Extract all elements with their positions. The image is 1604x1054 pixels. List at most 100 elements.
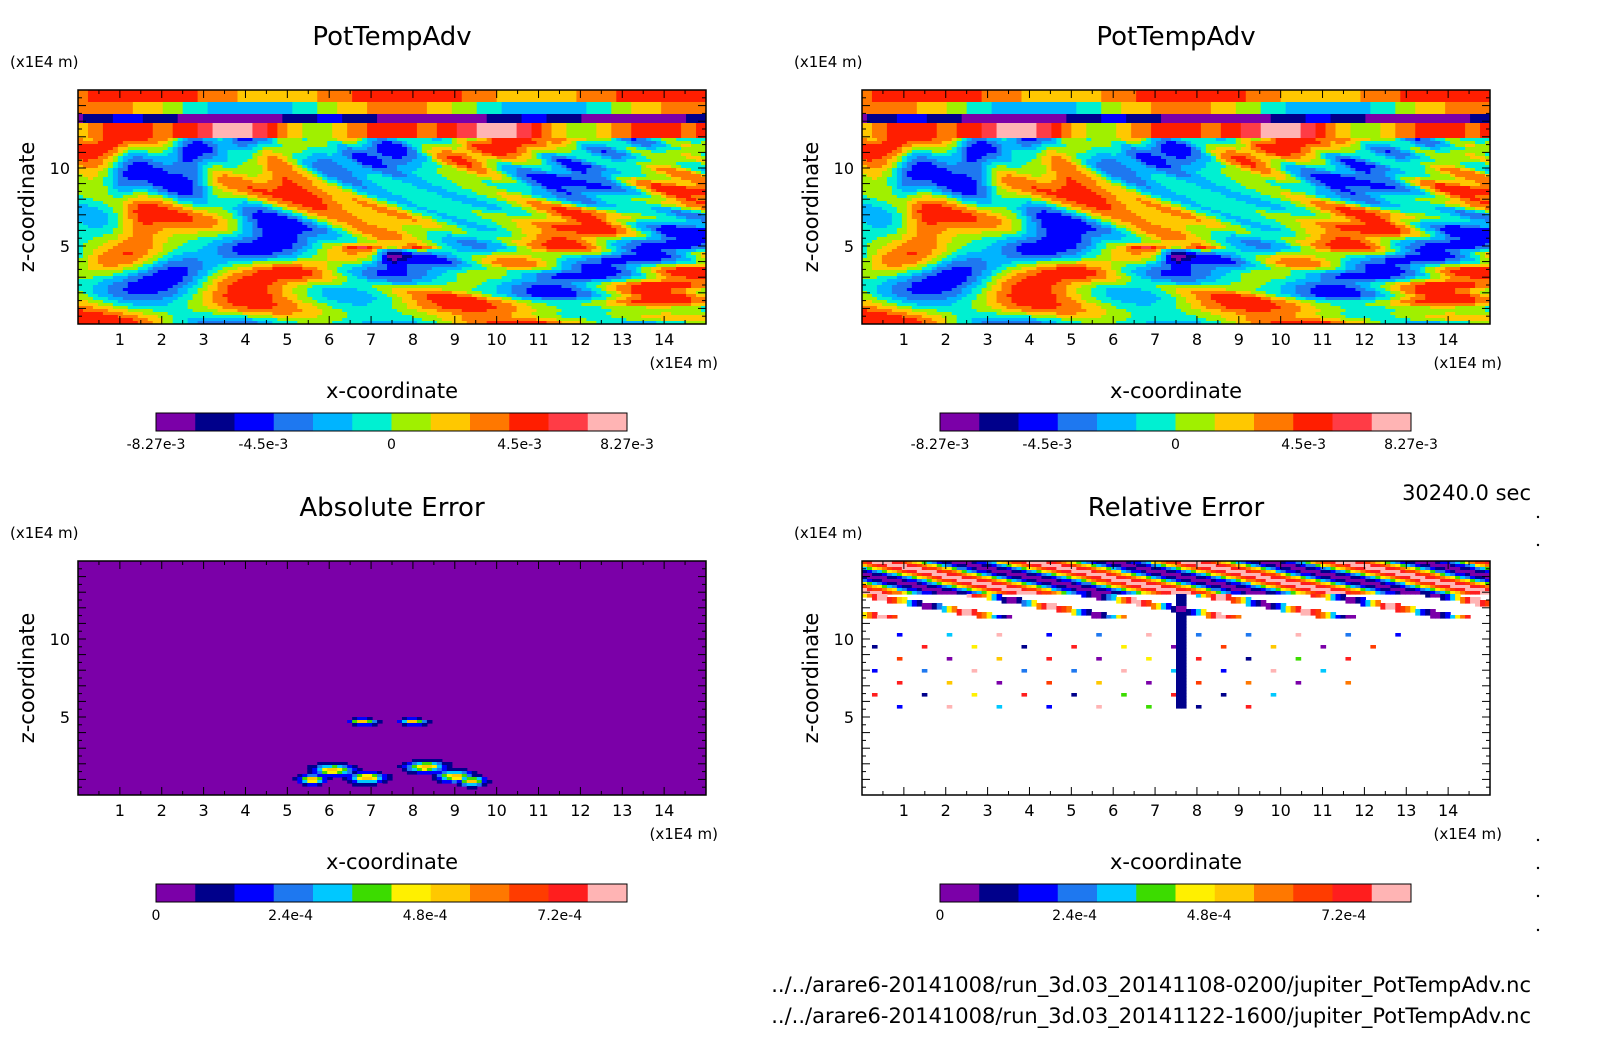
x-tick-label: 12 bbox=[570, 330, 590, 349]
x-tick-label: 5 bbox=[1066, 801, 1076, 820]
colorbar-swatch bbox=[1018, 413, 1059, 431]
colorbar-swatch bbox=[1214, 413, 1255, 431]
colorbar-label: 4.8e-4 bbox=[1187, 908, 1232, 924]
colorbar-label: 0 bbox=[387, 437, 396, 453]
y-axis-label: z-coordinate bbox=[799, 142, 823, 273]
colorbar-label: 0 bbox=[1171, 437, 1180, 453]
x-tick-label: 1 bbox=[115, 801, 125, 820]
colorbar-swatch bbox=[430, 413, 471, 431]
contour-field bbox=[78, 90, 706, 324]
plot-area bbox=[78, 90, 706, 324]
chart-title: PotTempAdv bbox=[1096, 22, 1255, 52]
x-tick-label: 8 bbox=[408, 801, 418, 820]
colorbar-swatch bbox=[391, 413, 432, 431]
x-tick-label: 12 bbox=[1354, 801, 1374, 820]
x-tick-label: 13 bbox=[1396, 330, 1416, 349]
y-tick-label: 10 bbox=[50, 159, 70, 178]
colorbar-swatch bbox=[352, 884, 392, 902]
colorbar-swatch bbox=[1371, 413, 1412, 431]
y-tick-label: 5 bbox=[60, 237, 70, 256]
x-tick-label: 14 bbox=[654, 801, 674, 820]
colorbar-label: -8.27e-3 bbox=[911, 437, 970, 453]
y-unit-label: (x1E4 m) bbox=[794, 524, 863, 542]
x-tick-label: 12 bbox=[1354, 330, 1374, 349]
colorbar-swatch bbox=[195, 884, 235, 902]
colorbar-swatch bbox=[1293, 884, 1333, 902]
colorbar-label: -4.5e-3 bbox=[1022, 437, 1072, 453]
colorbar-swatch bbox=[1097, 413, 1137, 431]
colorbar-swatch bbox=[509, 413, 549, 431]
y-axis-label: z-coordinate bbox=[15, 613, 39, 744]
y-unit-label: (x1E4 m) bbox=[10, 53, 79, 71]
colorbar-label: -8.27e-3 bbox=[127, 437, 186, 453]
x-tick-label: 10 bbox=[486, 801, 506, 820]
x-tick-label: 3 bbox=[983, 801, 993, 820]
axis-ticks bbox=[78, 561, 706, 795]
y-tick-label: 5 bbox=[844, 237, 854, 256]
colorbar-swatch bbox=[1214, 884, 1255, 902]
x-tick-label: 11 bbox=[528, 330, 548, 349]
colorbar-label: 8.27e-3 bbox=[600, 437, 654, 453]
x-tick-label: 6 bbox=[324, 801, 334, 820]
x-tick-label: 2 bbox=[941, 801, 951, 820]
x-tick-label: 4 bbox=[240, 801, 250, 820]
x-tick-label: 12 bbox=[570, 801, 590, 820]
x-axis-label: x-coordinate bbox=[1110, 379, 1242, 403]
plot-area bbox=[862, 90, 1490, 324]
x-tick-label: 10 bbox=[1270, 330, 1290, 349]
colorbar-swatch bbox=[1136, 884, 1176, 902]
x-tick-label: 3 bbox=[983, 330, 993, 349]
x-unit-label: (x1E4 m) bbox=[649, 825, 718, 843]
colorbar-label: 2.4e-4 bbox=[1052, 908, 1097, 924]
colorbar: 0 2.4e-4 4.8e-4 7.2e-4 bbox=[936, 883, 1412, 924]
y-axis-label: z-coordinate bbox=[15, 142, 39, 273]
x-tick-label: 5 bbox=[282, 801, 292, 820]
colorbar-swatch bbox=[509, 884, 549, 902]
colorbar: -8.27e-3 -4.5e-3 0 4.5e-3 8.27e-3 bbox=[127, 412, 654, 453]
x-unit-label: (x1E4 m) bbox=[1433, 354, 1502, 372]
x-tick-label: 4 bbox=[1024, 801, 1034, 820]
y-tick-label: 10 bbox=[834, 159, 854, 178]
x-tick-label: 10 bbox=[486, 330, 506, 349]
x-tick-label: 8 bbox=[408, 330, 418, 349]
x-tick-label: 4 bbox=[1024, 330, 1034, 349]
x-tick-label: 1 bbox=[115, 330, 125, 349]
x-tick-label: 10 bbox=[1270, 801, 1290, 820]
colorbar-swatch bbox=[313, 413, 353, 431]
colorbar-swatch bbox=[1332, 884, 1373, 902]
y-tick-label: 10 bbox=[50, 630, 70, 649]
plot-area bbox=[78, 561, 706, 795]
colorbar-swatch bbox=[1254, 884, 1294, 902]
colorbar-swatch bbox=[940, 413, 980, 431]
x-tick-label: 2 bbox=[157, 330, 167, 349]
x-tick-label: 13 bbox=[612, 801, 632, 820]
file-path-1: ../../arare6-20141008/run_3d.03_20141108… bbox=[771, 973, 1531, 998]
colorbar: -8.27e-3 -4.5e-3 0 4.5e-3 8.27e-3 bbox=[911, 412, 1438, 453]
stray-dots bbox=[1536, 515, 1540, 932]
colorbar-swatch bbox=[548, 413, 589, 431]
colorbar-swatch bbox=[587, 413, 628, 431]
colorbar-label: 8.27e-3 bbox=[1384, 437, 1438, 453]
colorbar-swatch bbox=[313, 884, 353, 902]
colorbar-swatch bbox=[1175, 884, 1216, 902]
x-tick-label: 4 bbox=[240, 330, 250, 349]
x-tick-label: 7 bbox=[366, 801, 376, 820]
y-tick-label: 5 bbox=[844, 708, 854, 727]
x-tick-label: 6 bbox=[1108, 801, 1118, 820]
x-tick-label: 9 bbox=[1234, 330, 1244, 349]
colorbar-swatch bbox=[1057, 413, 1098, 431]
x-tick-label: 7 bbox=[1150, 330, 1160, 349]
colorbar-swatch bbox=[1097, 884, 1137, 902]
colorbar-label: 2.4e-4 bbox=[268, 908, 313, 924]
contour-field bbox=[292, 717, 493, 790]
x-tick-label: 5 bbox=[282, 330, 292, 349]
colorbar-swatch bbox=[470, 884, 510, 902]
x-axis-label: x-coordinate bbox=[1110, 850, 1242, 874]
x-tick-label: 14 bbox=[1438, 330, 1458, 349]
colorbar-swatch bbox=[1293, 413, 1333, 431]
y-tick-label: 10 bbox=[834, 630, 854, 649]
